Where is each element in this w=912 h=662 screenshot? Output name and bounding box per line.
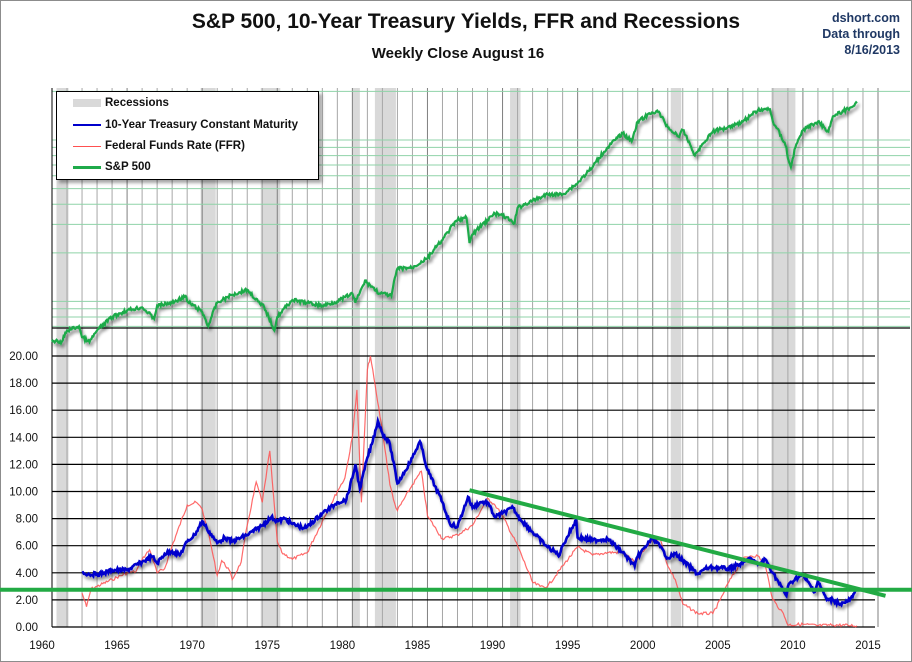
x-tick-label: 2000 (630, 640, 656, 652)
recession-band (510, 88, 521, 627)
recession-band (352, 88, 360, 627)
legend-swatch-10y-treasury (73, 124, 101, 126)
source-date: 8/16/2013 (844, 43, 900, 57)
legend-label: Federal Funds Rate (FFR) (105, 140, 245, 152)
y-tick-label: 20.00 (9, 351, 38, 363)
recession-band (771, 88, 796, 627)
x-tick-label: 1990 (480, 640, 506, 652)
x-tick-label: 1985 (405, 640, 431, 652)
yield-gridlines (51, 88, 875, 628)
y-tick-label: 16.00 (9, 405, 38, 417)
y-tick-label: 6.00 (16, 541, 38, 553)
source-site: dshort.com (831, 11, 900, 25)
y-tick-label: 18.00 (9, 378, 38, 390)
x-tick-label: 2010 (780, 640, 806, 652)
sp500-line (51, 100, 858, 346)
recession-band (200, 88, 216, 627)
legend-label: Recessions (105, 97, 169, 109)
legend-label: S&P 500 (105, 161, 151, 173)
treasury-10y-line (81, 415, 858, 609)
chart-subtitle: Weekly Close August 16 (371, 45, 545, 62)
y-tick-label: 14.00 (9, 432, 38, 444)
source-note: dshort.com Data through 8/16/2013 (822, 10, 900, 58)
recession-band (56, 88, 69, 627)
ffr-line (81, 355, 858, 628)
x-tick-label: 1965 (104, 640, 130, 652)
y-tick-label: 10.00 (9, 487, 38, 499)
y-tick-label: 4.00 (16, 568, 38, 580)
legend-label: 10-Year Treasury Constant Maturity (105, 119, 299, 131)
x-tick-labels: 1960 1965 1970 1975 1980 1985 1990 1995 2000 2005… (29, 640, 881, 652)
legend-item-ffr: Federal Funds Rate (FFR) (57, 137, 245, 155)
source-data-through-label: Data through (822, 27, 900, 41)
legend-item-10y-treasury: 10-Year Treasury Constant Maturity (57, 116, 298, 134)
legend-swatch-recessions (73, 99, 101, 107)
recession-band (260, 88, 281, 627)
trendlines (0, 488, 912, 598)
recession-bands (56, 88, 796, 627)
recession-band (374, 88, 396, 627)
chart-title: S&P 500, 10-Year Treasury Yields, FFR an… (191, 10, 741, 33)
x-tick-label: 1975 (254, 640, 280, 652)
x-tick-label: 1995 (555, 640, 581, 652)
trendline-descending (469, 488, 887, 598)
legend-item-recessions: Recessions (57, 94, 169, 112)
legend-swatch-sp500 (73, 165, 101, 169)
x-tick-label: 2005 (705, 640, 731, 652)
x-tick-label: 2015 (855, 640, 881, 652)
y-tick-label: 0.00 (16, 622, 38, 634)
x-tick-label: 1960 (29, 640, 55, 652)
x-tick-label: 1980 (330, 640, 356, 652)
y-tick-labels: 0.00 2.00 4.00 6.00 8.00 10.00 12.00 14.00 16.00… (9, 351, 38, 634)
y-tick-label: 12.00 (9, 459, 38, 471)
x-tick-label: 1970 (179, 640, 205, 652)
legend-swatch-ffr (73, 145, 101, 147)
legend: Recessions 10-Year Treasury Constant Mat… (56, 91, 319, 180)
y-tick-label: 8.00 (16, 514, 38, 526)
legend-item-sp500: S&P 500 (57, 158, 151, 176)
y-tick-label: 2.00 (16, 595, 38, 607)
recession-band (670, 88, 682, 627)
series-lines (51, 100, 858, 628)
